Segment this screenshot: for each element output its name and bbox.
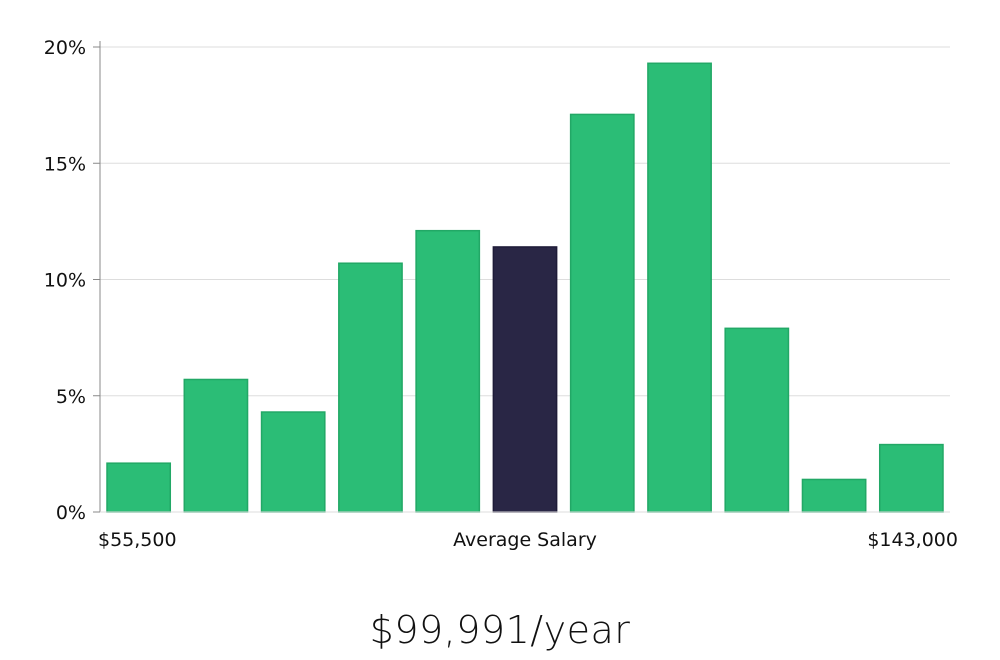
bar bbox=[647, 62, 712, 513]
y-tick-label: 0% bbox=[56, 502, 86, 524]
y-tick-label: 15% bbox=[44, 153, 86, 175]
x-min-label: $55,500 bbox=[98, 529, 177, 551]
histogram-svg: 0% 5% 10% 15% 20% bbox=[44, 37, 950, 524]
bar bbox=[338, 262, 403, 513]
bar bbox=[415, 229, 481, 513]
bar bbox=[183, 378, 249, 513]
y-tick-label: 10% bbox=[44, 270, 86, 292]
x-axis-label: Average Salary bbox=[453, 529, 597, 551]
bar bbox=[724, 327, 790, 513]
bar bbox=[569, 113, 635, 513]
average-salary-value: $99,991/year bbox=[369, 608, 631, 652]
x-max-label: $143,000 bbox=[867, 529, 958, 551]
bar-highlighted bbox=[492, 246, 558, 513]
y-tick-label: 20% bbox=[44, 37, 86, 59]
bar bbox=[260, 411, 326, 513]
y-tick-label: 5% bbox=[56, 386, 86, 408]
axes bbox=[93, 41, 950, 513]
bar bbox=[801, 478, 867, 513]
salary-histogram: 0% 5% 10% 15% 20% $55,500 Average Salary $14… bbox=[44, 37, 958, 551]
bar bbox=[878, 443, 944, 513]
bar bbox=[106, 462, 172, 513]
bars bbox=[106, 62, 944, 513]
y-tick-labels: 0% 5% 10% 15% 20% bbox=[44, 37, 86, 524]
